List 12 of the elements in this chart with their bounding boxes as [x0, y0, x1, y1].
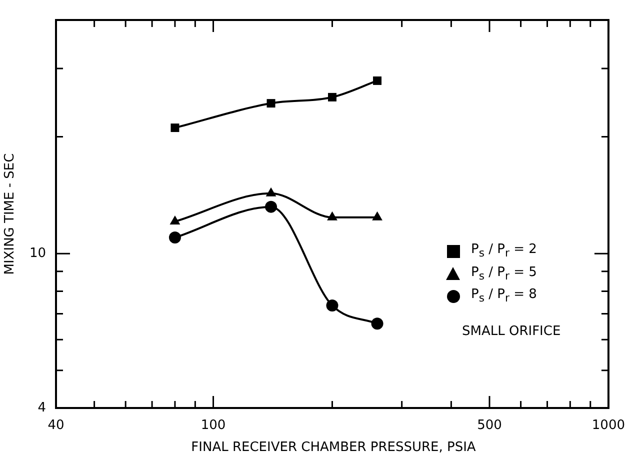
y-tick-label: 4 [38, 400, 46, 416]
x-tick-label: 500 [477, 418, 502, 434]
legend-label: P$_{s}$ / P$_{r}$ = 8 [471, 286, 537, 307]
x-tick-label: 1000 [592, 418, 626, 434]
legend-label: P$_{s}$ / P$_{r}$ = 5 [471, 264, 537, 284]
y-axis-title: MIXING TIME - SEC [2, 153, 18, 275]
x-tick-label: 100 [200, 418, 226, 434]
x-axis-title: FINAL RECEIVER CHAMBER PRESSURE, PSIA [190, 440, 477, 455]
y-tick-label: 10 [29, 246, 46, 261]
legend-label: P$_{s}$ / P$_{r}$ = 2 [471, 241, 537, 262]
annotation: SMALL ORIFICE [462, 324, 561, 339]
x-tick-label: 40 [48, 418, 64, 434]
